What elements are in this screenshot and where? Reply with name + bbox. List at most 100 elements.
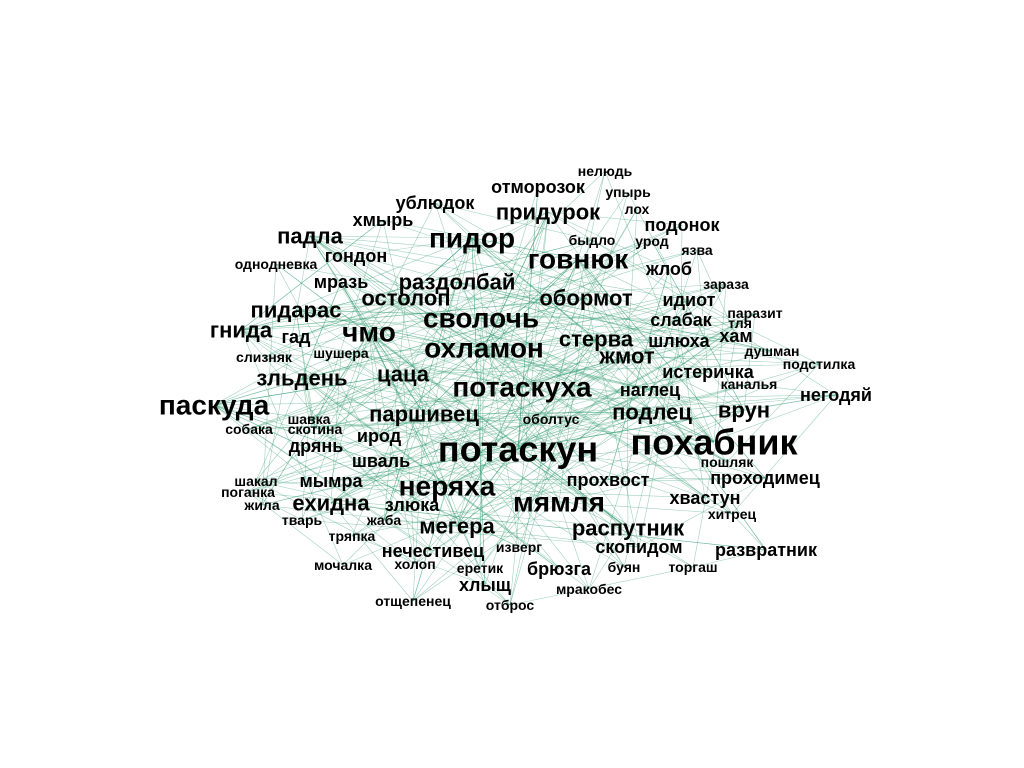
graph-edge <box>456 281 773 352</box>
graph-edge <box>480 317 715 443</box>
graph-edge <box>585 297 628 357</box>
graph-edge <box>382 219 773 352</box>
graph-edge <box>713 283 727 443</box>
graph-edge <box>402 350 773 375</box>
graph-edge <box>402 373 766 479</box>
graph-edge <box>547 211 683 226</box>
node-label: собака <box>225 421 273 437</box>
graph-edge <box>240 297 587 331</box>
node-label: ирод <box>357 426 402 446</box>
graph-edge <box>412 186 539 602</box>
graph-edge <box>626 355 820 365</box>
graph-edge <box>748 383 837 396</box>
graph-edge <box>471 237 709 373</box>
node-label: идиот <box>663 290 716 310</box>
graph-edge <box>456 281 587 299</box>
graph-edge <box>261 383 750 506</box>
graph-edge <box>649 371 709 391</box>
graph-edge <box>411 237 473 506</box>
graph-edge <box>213 297 587 406</box>
graph-edge <box>351 485 448 537</box>
node-label: шушера <box>313 345 368 361</box>
graph-edge <box>261 331 370 506</box>
node-label: раздолбай <box>399 270 516 295</box>
graph-edge <box>330 477 766 482</box>
graph-edge <box>263 211 549 358</box>
graph-edge <box>607 394 837 481</box>
node-label: мымра <box>299 471 363 491</box>
graph-edge <box>247 491 344 566</box>
node-label: слабак <box>650 310 713 330</box>
graph-edge <box>301 377 316 430</box>
node-label: ехидна <box>292 491 370 516</box>
graph-edge <box>688 299 820 365</box>
graph-edge <box>314 335 737 430</box>
graph-edge <box>627 191 670 270</box>
graph-edge <box>213 404 520 548</box>
node-label: обормот <box>539 286 632 311</box>
node-label: мегера <box>419 514 495 539</box>
graph-edge <box>480 224 683 319</box>
graph-edge <box>342 363 820 566</box>
graph-edge <box>309 235 425 415</box>
node-label: отщепенец <box>375 593 451 609</box>
node-label: хам <box>719 326 752 346</box>
graph-edge <box>591 239 741 324</box>
node-label: жила <box>243 497 279 513</box>
graph-edge <box>517 418 552 450</box>
graph-edge <box>480 317 628 357</box>
node-label: поганка <box>221 484 275 500</box>
graph-edge <box>301 377 458 527</box>
graph-edge <box>446 312 756 487</box>
graph-edge <box>480 317 737 337</box>
graph-edge <box>456 211 549 527</box>
graph-edge <box>480 249 698 319</box>
graph-edge <box>295 309 523 388</box>
graph-edge <box>213 404 416 565</box>
graph-edge <box>315 338 597 447</box>
graph-edge <box>456 322 741 527</box>
graph-edge <box>213 394 837 406</box>
graph-edge <box>247 491 303 521</box>
graph-edge <box>480 317 485 349</box>
graph-edge <box>308 338 597 420</box>
graph-edge <box>309 235 706 499</box>
graph-edge <box>517 363 820 450</box>
graph-edge <box>301 418 310 521</box>
node-label: развратник <box>715 540 818 560</box>
node-label: жлоб <box>645 259 692 279</box>
graph-edge <box>651 411 728 463</box>
graph-edge <box>255 413 425 482</box>
graph-edge <box>330 371 709 482</box>
graph-edge <box>315 297 407 447</box>
node-label: жаба <box>366 512 402 528</box>
graph-edge <box>351 479 609 537</box>
graph-edge <box>213 404 520 548</box>
graph-edge <box>405 237 473 299</box>
graph-edge <box>577 258 733 515</box>
node-label: хлыщ <box>459 575 512 595</box>
graph-edge <box>368 237 473 333</box>
graph-edge <box>517 211 549 450</box>
node-label: каналья <box>721 376 778 392</box>
graph-edge <box>471 211 549 239</box>
graph-edge <box>247 491 629 529</box>
graph-edge <box>330 331 370 482</box>
node-label: гондон <box>325 246 387 266</box>
node-label: оболтус <box>523 411 580 427</box>
graph-edge <box>607 268 670 481</box>
graph-edge <box>405 297 640 548</box>
graph-edge <box>342 386 523 566</box>
graph-edge <box>309 235 733 515</box>
graph-edge <box>623 299 690 568</box>
graph-edge <box>547 211 670 270</box>
node-label: язва <box>681 242 713 258</box>
graph-edge <box>295 283 727 311</box>
graph-edge <box>295 309 316 430</box>
graph-edge <box>577 258 766 479</box>
graph-edge <box>547 211 715 443</box>
graph-edge <box>368 331 481 569</box>
graph-edge <box>483 211 549 349</box>
node-label: негодяй <box>800 385 872 405</box>
graph-edge <box>517 386 523 450</box>
